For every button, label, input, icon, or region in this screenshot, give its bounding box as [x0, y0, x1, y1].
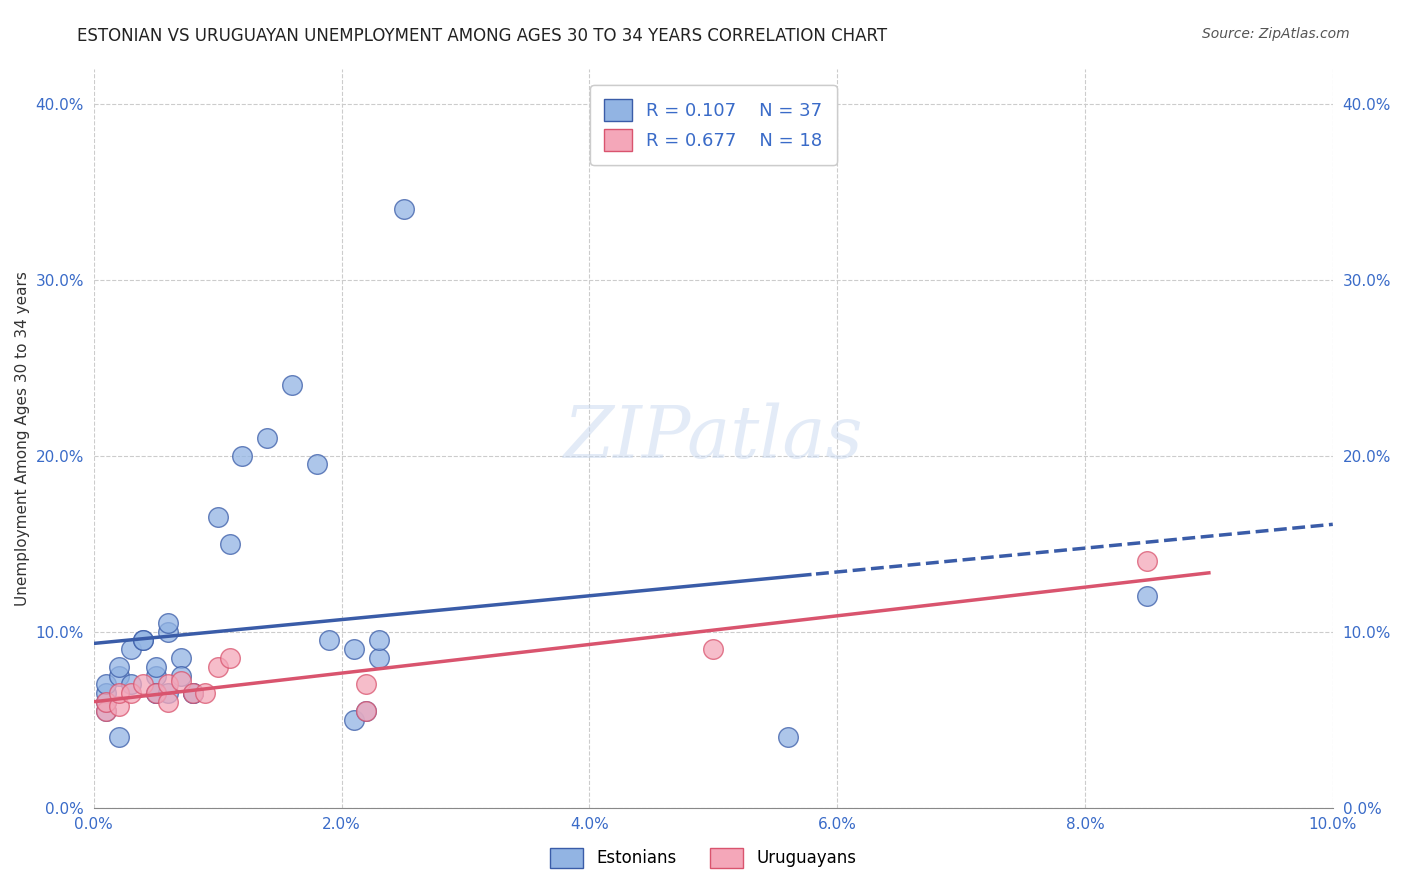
- Point: [120, 677, 142, 691]
- Point: [107, 698, 129, 713]
- Point: [96, 677, 118, 691]
- Point: [157, 695, 180, 709]
- Point: [207, 510, 229, 524]
- Point: [169, 651, 191, 665]
- Point: [181, 686, 204, 700]
- Point: [132, 677, 155, 691]
- Point: [96, 704, 118, 718]
- Text: ZIPatlas: ZIPatlas: [564, 403, 863, 474]
- Point: [96, 704, 118, 718]
- Point: [96, 686, 118, 700]
- Point: [132, 633, 155, 648]
- Point: [145, 686, 167, 700]
- Point: [157, 686, 180, 700]
- Point: [392, 202, 415, 217]
- Text: Source: ZipAtlas.com: Source: ZipAtlas.com: [1202, 27, 1350, 41]
- Point: [145, 668, 167, 682]
- Point: [107, 686, 129, 700]
- Point: [145, 660, 167, 674]
- Point: [356, 704, 378, 718]
- Point: [194, 686, 217, 700]
- Point: [256, 431, 278, 445]
- Point: [343, 642, 366, 657]
- Point: [157, 615, 180, 630]
- Point: [207, 660, 229, 674]
- Point: [132, 633, 155, 648]
- Point: [702, 642, 724, 657]
- Point: [305, 458, 328, 472]
- Point: [157, 677, 180, 691]
- Point: [219, 537, 242, 551]
- Point: [1136, 554, 1159, 568]
- Legend: R = 0.107    N = 37, R = 0.677    N = 18: R = 0.107 N = 37, R = 0.677 N = 18: [591, 85, 837, 165]
- Point: [169, 673, 191, 688]
- Point: [145, 686, 167, 700]
- Point: [343, 713, 366, 727]
- Point: [107, 660, 129, 674]
- Point: [776, 731, 799, 745]
- Point: [356, 677, 378, 691]
- Point: [120, 686, 142, 700]
- Point: [169, 668, 191, 682]
- Point: [281, 378, 304, 392]
- Point: [219, 651, 242, 665]
- Point: [181, 686, 204, 700]
- Text: ESTONIAN VS URUGUAYAN UNEMPLOYMENT AMONG AGES 30 TO 34 YEARS CORRELATION CHART: ESTONIAN VS URUGUAYAN UNEMPLOYMENT AMONG…: [77, 27, 887, 45]
- Point: [96, 695, 118, 709]
- Point: [318, 633, 340, 648]
- Point: [107, 668, 129, 682]
- Point: [120, 642, 142, 657]
- Point: [231, 449, 253, 463]
- Point: [157, 624, 180, 639]
- Point: [367, 651, 389, 665]
- Point: [96, 695, 118, 709]
- Legend: Estonians, Uruguayans: Estonians, Uruguayans: [543, 841, 863, 875]
- Point: [145, 686, 167, 700]
- Y-axis label: Unemployment Among Ages 30 to 34 years: Unemployment Among Ages 30 to 34 years: [15, 270, 30, 606]
- Point: [367, 633, 389, 648]
- Point: [356, 704, 378, 718]
- Point: [107, 731, 129, 745]
- Point: [181, 686, 204, 700]
- Point: [1136, 590, 1159, 604]
